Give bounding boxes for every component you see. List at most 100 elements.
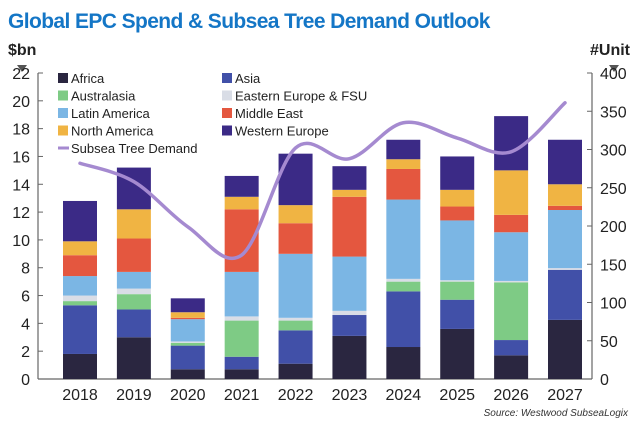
bar-latin-america-2026 — [494, 232, 529, 281]
y2-tick-label: 150 — [600, 257, 627, 274]
legend-swatch — [58, 73, 68, 83]
y2-tick-label: 0 — [600, 372, 609, 389]
bar-latin-america-2023 — [332, 256, 367, 311]
bar-western-europe-2024 — [386, 139, 421, 160]
legend-item-eastern-europe-fsu: Eastern Europe & FSU — [222, 89, 367, 104]
x-tick-label: 2027 — [547, 387, 583, 404]
bar-africa-2022 — [278, 363, 313, 379]
bar-stack-2019 — [116, 167, 151, 379]
y-tick-label: 4 — [21, 316, 30, 333]
bar-middle-east-2027 — [548, 205, 582, 211]
bar-stack-2025 — [440, 156, 475, 379]
bar-western-europe-2026 — [494, 116, 529, 171]
y-tick-label: 10 — [12, 233, 30, 250]
y-tick-label: 22 — [12, 66, 30, 83]
bar-stack-2024 — [386, 139, 421, 379]
bar-eastern-europe-fsu-2019 — [116, 288, 151, 295]
bar-eastern-europe-fsu-2023 — [332, 310, 367, 316]
bar-north-america-2026 — [494, 170, 529, 215]
bar-eastern-europe-fsu-2018 — [63, 295, 97, 302]
bar-latin-america-2020 — [170, 319, 205, 342]
legend-swatch — [222, 108, 232, 118]
bar-australasia-2022 — [278, 320, 313, 331]
y2-axis-label: #Unit — [590, 42, 631, 59]
chart-title: Global EPC Spend & Subsea Tree Demand Ou… — [8, 10, 491, 33]
bar-latin-america-2024 — [386, 199, 421, 279]
y-tick-label: 14 — [12, 177, 30, 194]
bar-stack-2020 — [170, 298, 205, 379]
bar-africa-2024 — [386, 347, 421, 379]
bar-africa-2018 — [63, 353, 97, 379]
bar-eastern-europe-fsu-2025 — [440, 280, 475, 282]
legend-item-africa: Africa — [58, 71, 105, 86]
x-tick-label: 2023 — [332, 387, 368, 404]
bar-asia-2026 — [494, 340, 529, 356]
bar-latin-america-2018 — [63, 276, 97, 296]
bar-stack-2018 — [63, 200, 97, 379]
bar-australasia-2025 — [440, 281, 475, 300]
bar-australasia-2024 — [386, 281, 421, 292]
y-axis-arrow-icon — [17, 65, 27, 72]
bar-stack-2027 — [548, 139, 582, 379]
legend-swatch — [58, 108, 68, 118]
y2-axis-arrow-icon — [609, 65, 619, 72]
x-tick-label: 2024 — [386, 387, 422, 404]
legend-item-western-europe: Western Europe — [222, 124, 329, 139]
bar-stack-2021 — [224, 175, 259, 379]
bar-eastern-europe-fsu-2026 — [494, 280, 529, 283]
legend-label: Middle East — [235, 106, 303, 121]
bar-asia-2024 — [386, 291, 421, 348]
bar-asia-2018 — [63, 305, 97, 354]
y2-tick-label: 250 — [600, 181, 627, 198]
bar-eastern-europe-fsu-2024 — [386, 278, 421, 282]
bar-asia-2027 — [548, 269, 582, 320]
bar-middle-east-2024 — [386, 168, 421, 200]
bar-north-america-2018 — [63, 241, 97, 256]
bar-western-europe-2021 — [224, 175, 259, 197]
bar-stack-2026 — [494, 116, 529, 379]
bar-africa-2027 — [548, 319, 582, 379]
y2-tick-label: 50 — [600, 334, 618, 351]
y-tick-label: 18 — [12, 122, 30, 139]
bar-middle-east-2020 — [170, 317, 205, 320]
legend-label: Eastern Europe & FSU — [235, 89, 367, 104]
bar-africa-2023 — [332, 335, 367, 379]
y-tick-label: 6 — [21, 289, 30, 306]
x-tick-label: 2018 — [62, 387, 98, 404]
bar-asia-2023 — [332, 315, 367, 336]
bar-middle-east-2025 — [440, 206, 475, 221]
bar-australasia-2026 — [494, 282, 529, 341]
bar-australasia-2021 — [224, 320, 259, 357]
bar-latin-america-2022 — [278, 253, 313, 318]
source-note: Source: Westwood SubseaLogix — [484, 408, 629, 419]
y-tick-label: 0 — [21, 372, 30, 389]
y-tick-label: 16 — [12, 149, 30, 166]
bar-asia-2021 — [224, 356, 259, 370]
bar-middle-east-2022 — [278, 223, 313, 254]
bar-north-america-2020 — [170, 312, 205, 318]
y-tick-label: 8 — [21, 261, 30, 278]
bar-middle-east-2018 — [63, 255, 97, 277]
bar-eastern-europe-fsu-2027 — [548, 268, 582, 270]
bar-middle-east-2019 — [116, 238, 151, 272]
x-tick-label: 2022 — [278, 387, 314, 404]
bar-stack-2022 — [278, 153, 313, 379]
bar-australasia-2020 — [170, 342, 205, 346]
x-tick-label: 2020 — [170, 387, 206, 404]
bar-eastern-europe-fsu-2022 — [278, 317, 313, 321]
legend-item-north-america: North America — [58, 124, 154, 139]
bar-latin-america-2021 — [224, 271, 259, 317]
y-tick-label: 2 — [21, 344, 30, 361]
bar-north-america-2023 — [332, 189, 367, 197]
bar-western-europe-2022 — [278, 153, 313, 206]
bar-middle-east-2026 — [494, 214, 529, 233]
bar-north-america-2022 — [278, 205, 313, 224]
bar-north-america-2021 — [224, 196, 259, 210]
legend-swatch — [58, 90, 68, 101]
bar-australasia-2019 — [116, 294, 151, 310]
legend-label: Asia — [235, 71, 261, 86]
x-tick-label: 2026 — [493, 387, 529, 404]
bar-africa-2021 — [224, 369, 259, 379]
bar-north-america-2024 — [386, 159, 421, 169]
bar-latin-america-2019 — [116, 271, 151, 289]
